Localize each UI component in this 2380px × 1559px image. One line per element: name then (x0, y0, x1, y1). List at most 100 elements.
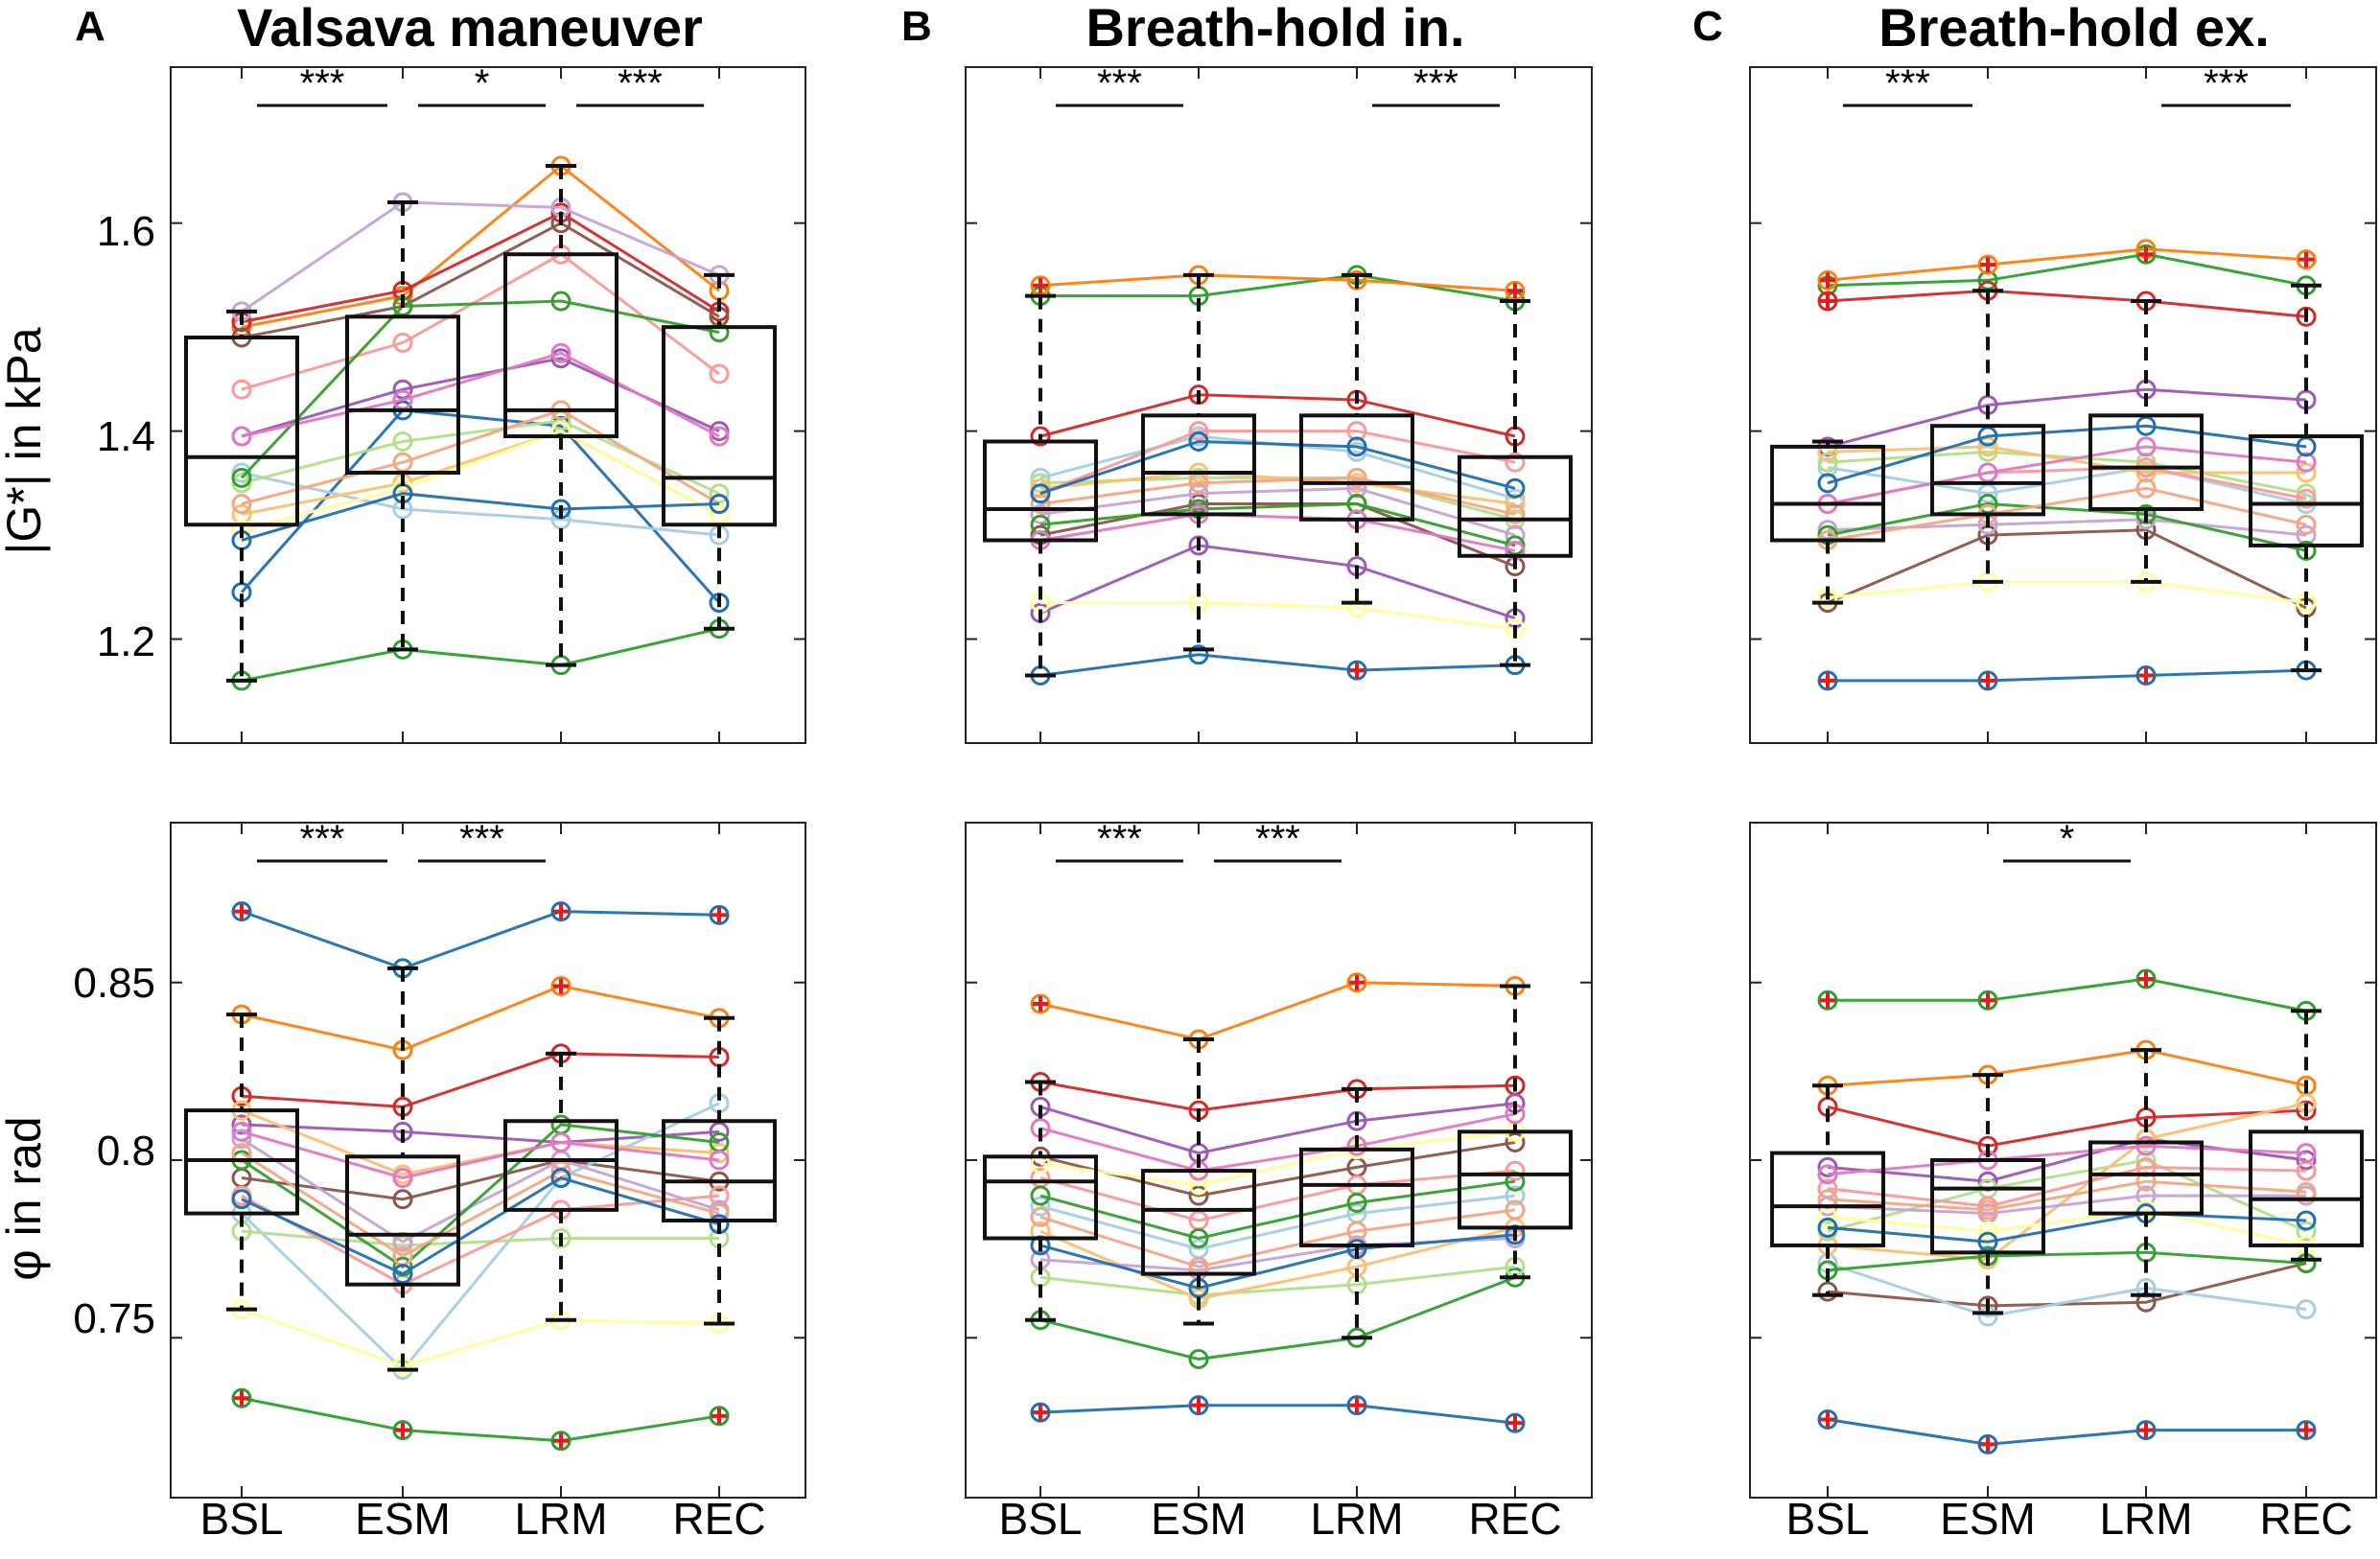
subject-point (1977, 989, 1998, 1011)
subject-line (1039, 1141, 1516, 1198)
plot-C-phi: * (1749, 818, 2377, 1499)
subject-point (1977, 1199, 1998, 1221)
category-label-lrm: LRM (2099, 1494, 2192, 1544)
subject-point (2135, 1150, 2157, 1171)
box-iqr (1299, 413, 1414, 522)
subject-point (2296, 488, 2317, 509)
box-iqr (2088, 413, 2204, 511)
subject-point (1817, 1281, 1838, 1302)
subject-point (709, 426, 730, 447)
subject-point (1505, 1412, 1526, 1433)
subject-line (1827, 486, 2307, 542)
box-BSL (1770, 1083, 1885, 1297)
subject-line (1827, 424, 2307, 485)
plot-B-G: *** *** (965, 62, 1593, 744)
subject-line (1039, 1112, 1516, 1173)
box-LRM (2088, 299, 2204, 584)
subject-point (709, 1121, 730, 1142)
box-iqr (2088, 1140, 2204, 1216)
subject-point (2296, 1100, 2317, 1121)
subject-point (1030, 494, 1051, 515)
subject-line (1039, 476, 1516, 516)
subject-point (231, 426, 252, 447)
significance-label: *** (1885, 62, 1930, 105)
subject-line (241, 1175, 720, 1276)
subject-point (231, 1129, 252, 1150)
subject-point (1188, 483, 1209, 504)
box-BSL (184, 1012, 299, 1312)
subject-line (241, 429, 720, 532)
subject-point (1817, 1164, 1838, 1185)
subject-point (1977, 436, 1998, 457)
box-iqr (1141, 1169, 1256, 1276)
subject-point (550, 901, 572, 922)
significance-label: *** (300, 818, 345, 860)
subject-line (1039, 393, 1516, 438)
box-REC (2249, 1009, 2364, 1262)
subject-point (231, 467, 252, 488)
subject-point (1505, 1131, 1526, 1152)
subject-point (2296, 514, 2317, 535)
subject-point (2296, 462, 2317, 483)
subject-line (241, 1123, 720, 1269)
ytick-label-1.4: 1.4 (97, 413, 155, 460)
subject-point (1346, 441, 1367, 462)
subject-point (1346, 494, 1367, 515)
panel-title-a: Valsava maneuver (237, 0, 703, 58)
subject-point (2296, 249, 2317, 270)
subject-line (1827, 1102, 2307, 1262)
subject-line (1039, 471, 1516, 505)
subject-point (550, 342, 572, 363)
subject-point (550, 1131, 572, 1152)
subject-point (1817, 1156, 1838, 1177)
box-ESM (1930, 289, 2045, 584)
subject-point (550, 1168, 572, 1189)
subject-line (241, 1194, 720, 1287)
box-LRM (1299, 1086, 1414, 1340)
subject-point (231, 1189, 252, 1210)
subject-line (1827, 247, 2307, 282)
significance-label: *** (1097, 818, 1142, 860)
category-label-rec: REC (2259, 1494, 2352, 1544)
subject-line (1039, 1275, 1516, 1361)
panel-letter-a: A (75, 3, 105, 50)
box-ESM (345, 966, 460, 1372)
subject-point (2135, 665, 2157, 686)
category-label-esm: ESM (355, 1494, 451, 1544)
subject-point (2296, 1420, 2317, 1441)
subject-line (241, 1308, 720, 1368)
box-iqr (503, 252, 618, 439)
significance-label: *** (1413, 62, 1458, 105)
category-labels-a: BSL ESM LRM REC (200, 1494, 766, 1544)
plot-A-G: *** * *** (170, 62, 806, 744)
subject-line (241, 252, 720, 391)
category-label-lrm: LRM (1310, 1494, 1403, 1544)
box-BSL (184, 309, 299, 683)
subject-point (1030, 1402, 1051, 1423)
subject-point (1817, 670, 1838, 691)
subject-line (241, 221, 720, 339)
subject-line (241, 1152, 720, 1258)
subject-point (1346, 972, 1367, 993)
ytick-label-0.75: 0.75 (73, 1295, 155, 1342)
subject-point (1505, 488, 1526, 509)
subject-line (1827, 1262, 2307, 1318)
subject-line (1040, 273, 1516, 303)
subject-line (241, 200, 720, 314)
box-REC (662, 1015, 777, 1326)
box-LRM (2088, 1048, 2204, 1297)
subject-line (241, 1137, 720, 1244)
significance-label: *** (459, 818, 504, 860)
box-LRM (503, 1051, 618, 1322)
subject-point (231, 473, 252, 494)
subject-line (241, 627, 720, 683)
panel-letter-c: C (1692, 3, 1723, 50)
subject-line (1828, 668, 2307, 683)
subject-line (241, 910, 720, 970)
subject-point (231, 1387, 252, 1408)
subject-point (1817, 989, 1838, 1011)
subject-point (1817, 457, 1838, 478)
plot-C-G: *** *** (1749, 62, 2377, 744)
subject-point (1030, 1185, 1051, 1206)
